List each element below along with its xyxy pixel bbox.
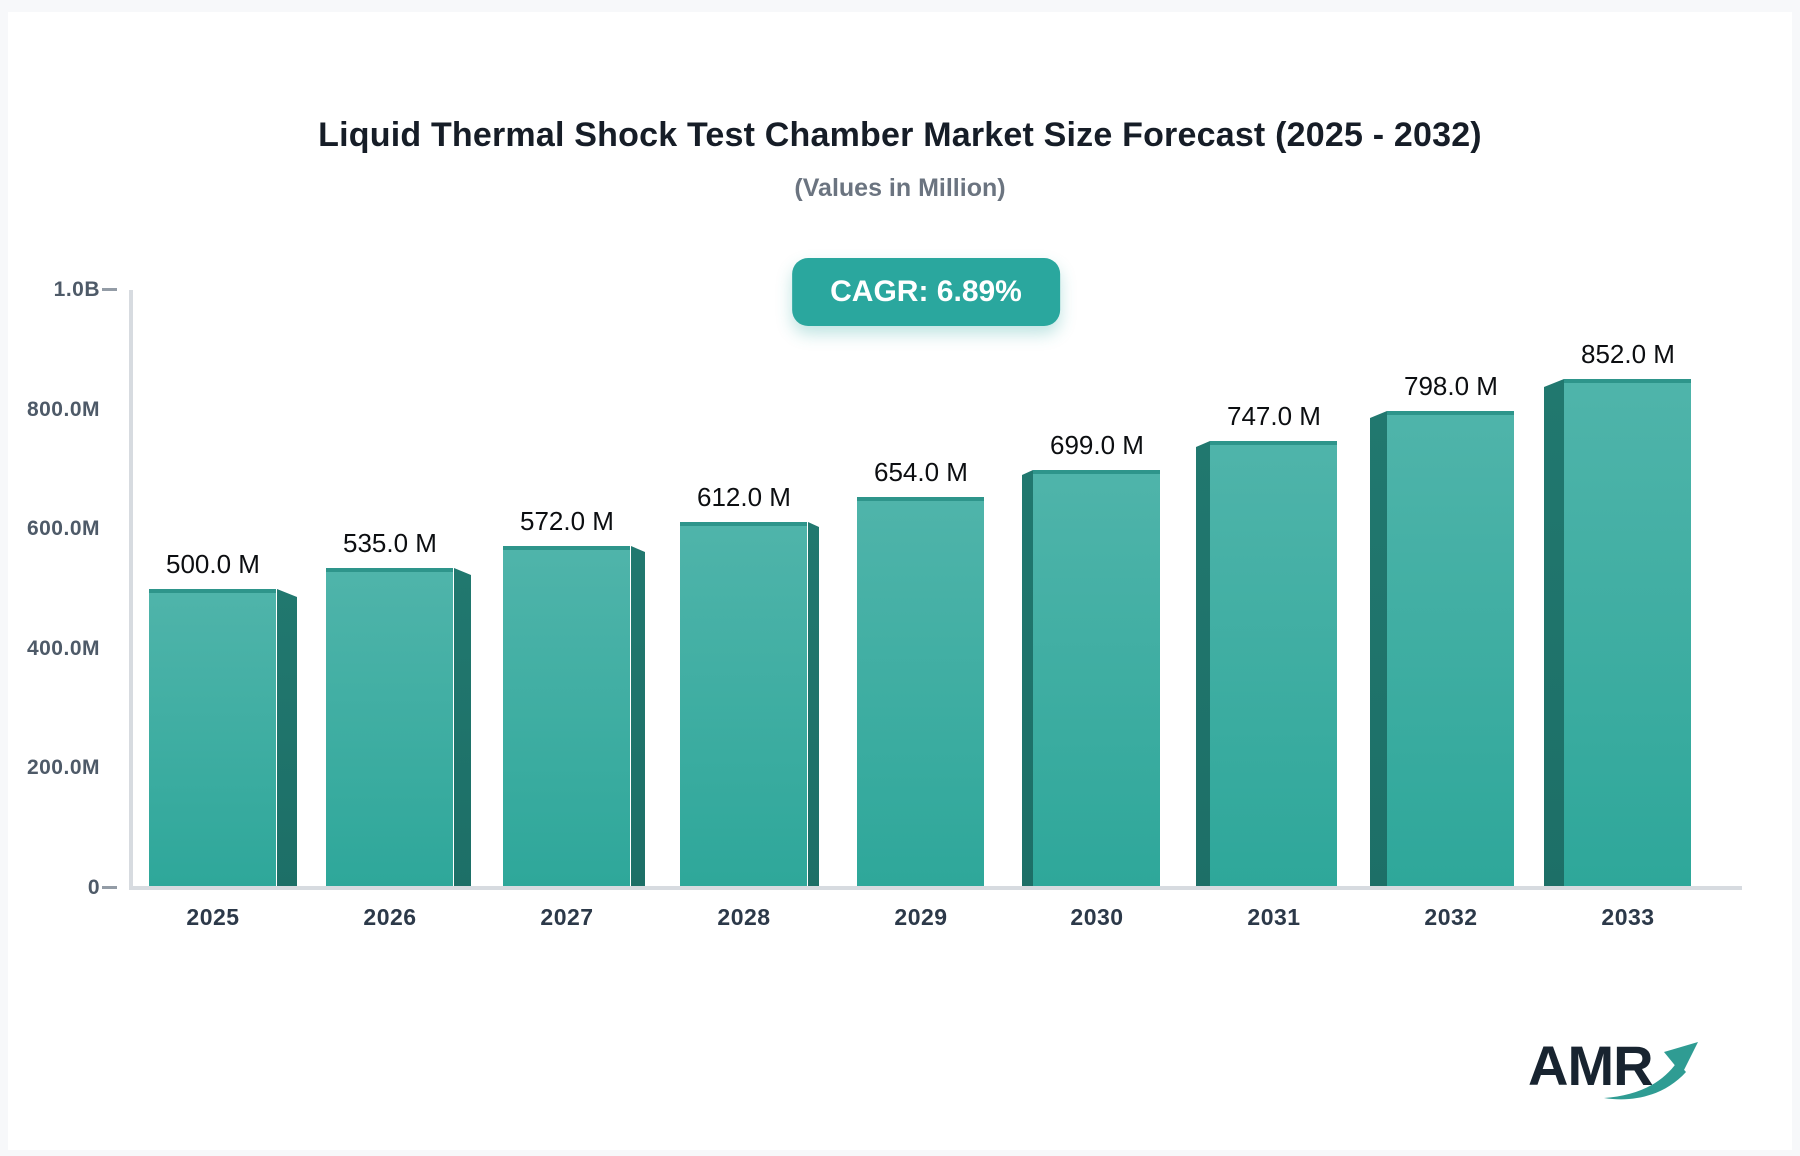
x-tick-label: 2025 <box>186 904 240 930</box>
bar-value-label: 747.0 M <box>1227 401 1321 431</box>
bar-value-label: 852.0 M <box>1581 339 1675 369</box>
bar-value-label: 699.0 M <box>1050 430 1144 460</box>
bar-value-label: 798.0 M <box>1404 371 1498 401</box>
bar-side-face <box>454 568 471 888</box>
bar[interactable] <box>149 589 276 888</box>
y-tick-label: 1.0B <box>53 278 100 301</box>
page-title: Liquid Thermal Shock Test Chamber Market… <box>318 116 1482 154</box>
bar-side-face <box>808 522 819 888</box>
x-axis-line <box>129 886 1742 890</box>
bar-side-face <box>277 589 297 888</box>
y-tick-dash <box>102 288 117 291</box>
x-tick-label: 2028 <box>717 904 771 930</box>
bar-value-label: 654.0 M <box>874 457 968 487</box>
amr-growth-arrow-icon <box>1604 1042 1698 1100</box>
bar[interactable] <box>1564 379 1691 888</box>
bar[interactable] <box>1033 470 1160 888</box>
bar[interactable] <box>503 546 630 888</box>
page-subtitle: (Values in Million) <box>794 174 1006 202</box>
bar-value-label: 500.0 M <box>166 549 260 579</box>
cagr-badge: CAGR: 6.89% <box>792 258 1060 326</box>
y-axis-line <box>129 290 133 890</box>
amr-logo-text: AMR <box>1528 1034 1654 1097</box>
bar[interactable] <box>1210 441 1337 888</box>
bar-side-face <box>1196 441 1210 888</box>
bar-value-label: 612.0 M <box>697 482 791 512</box>
bar-side-face <box>1370 411 1387 888</box>
amr-logo: AMR <box>1528 1036 1718 1106</box>
bar-side-face <box>1022 470 1033 888</box>
x-tick-label: 2029 <box>894 904 948 930</box>
y-tick-label: 800.0M <box>26 398 100 421</box>
x-tick-label: 2027 <box>540 904 594 930</box>
y-tick-dash <box>102 886 117 889</box>
x-tick-label: 2026 <box>363 904 417 930</box>
bar-side-face <box>1544 379 1564 888</box>
x-tick-label: 2031 <box>1247 904 1301 930</box>
bar-value-label: 572.0 M <box>520 506 614 536</box>
bar-value-label: 535.0 M <box>343 528 437 558</box>
bar[interactable] <box>857 497 984 888</box>
x-tick-label: 2030 <box>1070 904 1124 930</box>
bar-side-face <box>631 546 645 888</box>
bar[interactable] <box>326 568 453 888</box>
bar[interactable] <box>680 522 807 888</box>
y-tick-label: 200.0M <box>26 756 100 779</box>
y-tick-label: 600.0M <box>26 517 100 540</box>
y-tick-label: 0 <box>87 876 100 899</box>
x-tick-label: 2032 <box>1424 904 1478 930</box>
y-tick-label: 400.0M <box>26 637 100 660</box>
bar[interactable] <box>1387 411 1514 888</box>
x-tick-label: 2033 <box>1601 904 1655 930</box>
